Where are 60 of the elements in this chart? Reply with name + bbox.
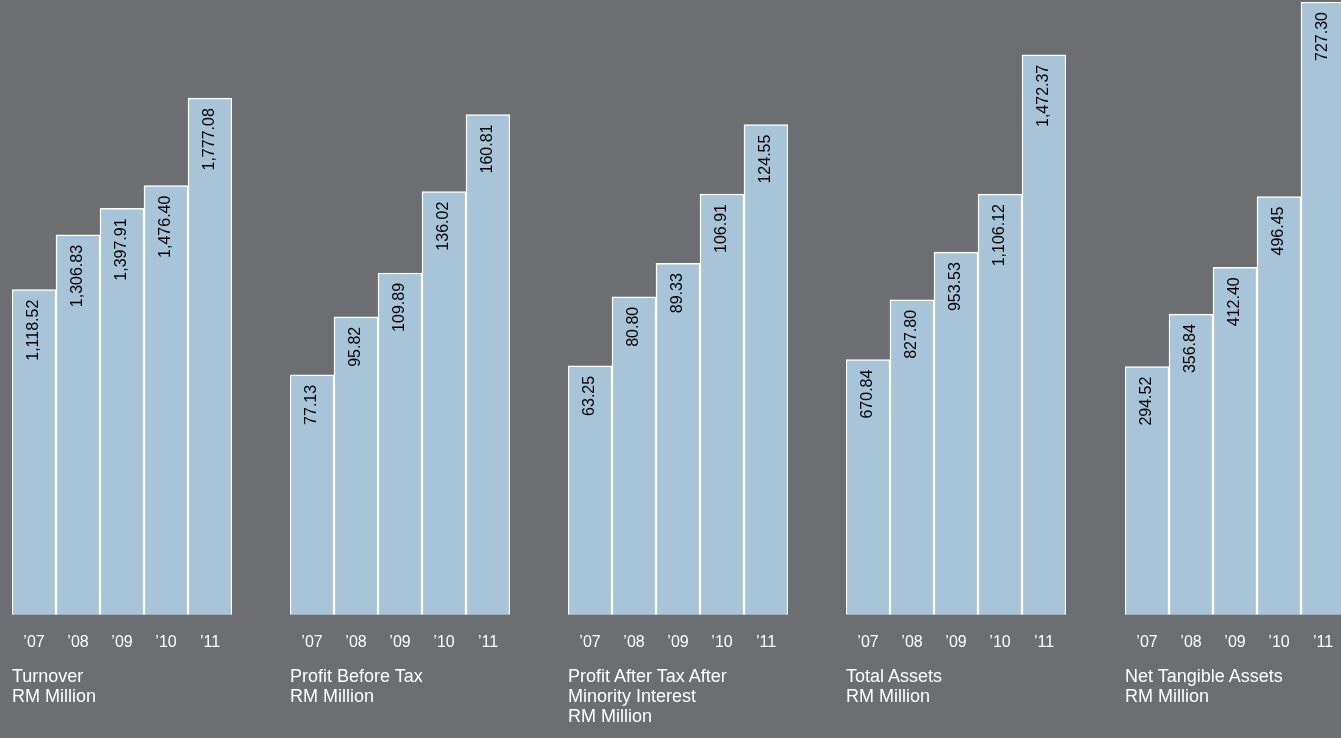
x-tick-label: ’09 — [1224, 632, 1246, 650]
text: Profit Before Tax — [290, 666, 424, 686]
x-tick-label: ’07 — [1136, 632, 1158, 650]
x-tick-label: ’08 — [345, 632, 367, 650]
data-label: 80.80 — [624, 306, 642, 347]
data-label: 727.30 — [1313, 11, 1331, 61]
x-tick-label: ’10 — [989, 632, 1011, 650]
x-tick-label: ’09 — [111, 632, 133, 650]
x-tick-label: ’10 — [433, 632, 455, 650]
data-label: 294.52 — [1137, 376, 1155, 426]
data-label: 106.91 — [712, 203, 730, 253]
data-label: 63.25 — [580, 375, 598, 416]
x-tick-label: ’07 — [857, 632, 879, 650]
data-label: 1,106.12 — [990, 203, 1008, 267]
data-label: 109.89 — [390, 282, 408, 332]
x-tick-label: ’08 — [623, 632, 645, 650]
x-tick-label: ’09 — [389, 632, 411, 650]
text: RM Million — [290, 686, 375, 706]
data-label: 95.82 — [346, 326, 364, 367]
x-tick-label: ’09 — [667, 632, 689, 650]
x-tick-label: ’11 — [755, 632, 777, 650]
x-tick-label: ’07 — [23, 632, 45, 650]
x-tick-label: ’10 — [1268, 632, 1290, 650]
text: Turnover — [12, 666, 85, 686]
data-label: 124.55 — [756, 134, 774, 184]
data-label: 356.84 — [1181, 324, 1199, 374]
data-label: 160.81 — [478, 124, 496, 174]
text: RM Million — [846, 686, 931, 706]
x-tick-label: ’11 — [477, 632, 499, 650]
data-label: 496.45 — [1269, 206, 1287, 256]
x-tick-label: ’10 — [155, 632, 177, 650]
x-tick-label: ’10 — [711, 632, 733, 650]
data-label: 1,397.91 — [112, 218, 130, 281]
x-tick-label: ’07 — [301, 632, 323, 650]
data-label: 1,118.52 — [24, 299, 42, 361]
text: RM Million — [568, 706, 653, 726]
text: RM Million — [1125, 686, 1210, 706]
text: Profit After Tax After Minority Interest — [568, 666, 728, 706]
data-label: 670.84 — [858, 369, 876, 419]
x-tick-label: ’08 — [901, 632, 923, 650]
x-tick-label: ’11 — [199, 632, 221, 650]
text: Total Assets — [846, 666, 944, 686]
data-label: 1,777.08 — [200, 108, 218, 171]
data-label: 412.40 — [1225, 277, 1243, 327]
data-label: 953.53 — [946, 261, 964, 312]
x-tick-label: ’08 — [1180, 632, 1202, 650]
data-label: 1,306.83 — [68, 244, 86, 308]
data-label: 1,472.37 — [1034, 64, 1052, 128]
data-label: 77.13 — [302, 384, 320, 425]
data-label: 827.80 — [902, 309, 920, 359]
data-label: 89.33 — [668, 273, 686, 314]
x-tick-label: ’11 — [1033, 632, 1055, 650]
x-tick-label: ’09 — [945, 632, 967, 650]
x-tick-label: ’07 — [579, 632, 601, 650]
text: Net Tangible Assets — [1125, 666, 1284, 686]
data-label: 1,476.40 — [156, 195, 174, 258]
text: RM Million — [12, 686, 97, 706]
x-tick-label: ’08 — [67, 632, 89, 650]
data-label: 136.02 — [434, 201, 452, 251]
x-tick-label: ’11 — [1312, 632, 1334, 650]
